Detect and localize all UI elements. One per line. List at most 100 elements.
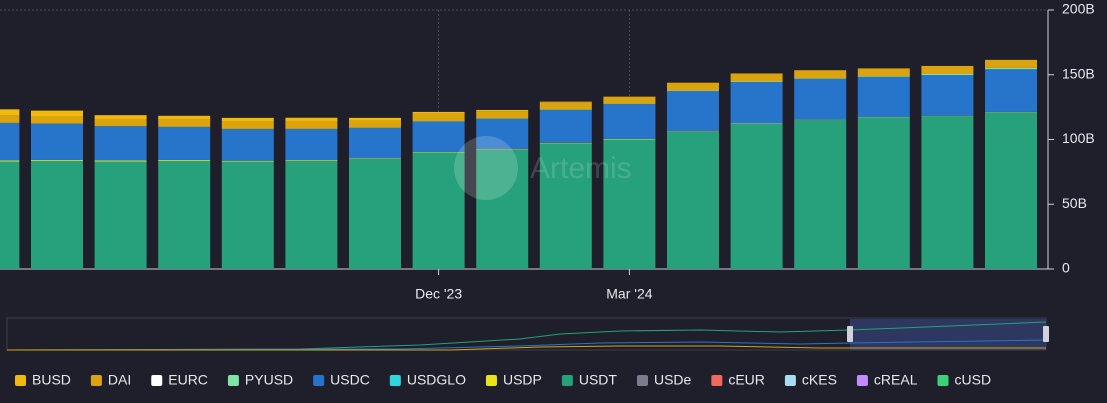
bar-segment <box>476 111 529 119</box>
legend-swatch <box>15 375 26 386</box>
bar-segment <box>985 69 1037 112</box>
bar-segment <box>158 119 211 127</box>
bar-segment <box>985 59 1037 68</box>
legend-swatch <box>90 375 102 386</box>
navigator-handle[interactable] <box>1043 326 1049 342</box>
bar-segment <box>603 138 656 140</box>
legend-label[interactable]: BUSD <box>32 372 71 388</box>
bar-segment <box>539 142 592 144</box>
bar-segment <box>285 129 338 161</box>
bar-segment <box>285 160 338 269</box>
bar-segment <box>667 131 719 269</box>
legend-swatch <box>711 375 723 386</box>
bar-segment <box>94 161 147 269</box>
navigator-line <box>6 339 1047 351</box>
legend-label[interactable]: USDC <box>330 372 370 388</box>
bar-segment <box>412 152 465 269</box>
legend-label[interactable]: USDT <box>579 372 618 388</box>
bar-segment <box>0 109 20 116</box>
bar-segment <box>603 104 656 139</box>
bar-segment <box>667 90 719 92</box>
bar-segment <box>221 121 274 129</box>
bar-segment <box>412 111 465 114</box>
legend-label[interactable]: cREAL <box>874 372 918 388</box>
bar-segment <box>857 76 910 77</box>
bar-segment <box>0 115 20 123</box>
bar-segment <box>31 159 83 161</box>
bar-segment <box>603 139 656 269</box>
bar-segment <box>412 113 465 121</box>
watermark-logo <box>454 136 518 200</box>
legend-swatch <box>636 375 648 386</box>
navigator-line <box>6 321 1047 351</box>
bar-segment <box>285 120 338 129</box>
bar-segment <box>730 82 783 124</box>
bar-segment <box>94 126 147 161</box>
bar-segment <box>31 123 83 160</box>
bar-segment <box>221 117 274 122</box>
legend-label[interactable]: USDP <box>503 372 542 388</box>
y-tick-label: 0 <box>1062 260 1070 276</box>
legend-label[interactable]: USDe <box>654 372 692 388</box>
bar-segment <box>539 143 592 269</box>
bar-segment <box>539 109 592 143</box>
bar-segment <box>0 122 20 161</box>
bar-segment <box>31 160 83 269</box>
bar-segment <box>476 149 529 269</box>
legend-label[interactable]: cEUR <box>728 372 765 388</box>
bar-segment <box>603 96 656 104</box>
x-tick-label: Dec '23 <box>415 286 462 302</box>
legend-swatch <box>151 375 163 386</box>
bar-segment <box>921 116 974 269</box>
bar-segment <box>921 73 974 76</box>
legend-label[interactable]: DAI <box>108 372 131 388</box>
bar-segment <box>921 75 974 116</box>
bar-segment <box>412 121 465 152</box>
watermark: Artemis <box>454 136 632 200</box>
bar-segment <box>158 126 211 160</box>
bar-segment <box>221 129 274 161</box>
plot-area <box>0 9 1048 275</box>
legend-swatch <box>784 375 796 386</box>
bar-segment <box>94 160 147 162</box>
legend-swatch <box>389 375 401 386</box>
bar-segment <box>0 161 20 269</box>
bar-segment <box>31 110 83 117</box>
bar-segment <box>730 81 783 83</box>
bar-segment <box>349 127 401 159</box>
bar-segment <box>667 82 719 91</box>
bar-segment <box>0 160 20 162</box>
bar-segment <box>349 158 401 159</box>
legend-label[interactable]: cKES <box>802 372 837 388</box>
bar-segment <box>476 109 529 112</box>
watermark-text: Artemis <box>530 152 632 185</box>
bar-segment <box>285 160 338 161</box>
legend-label[interactable]: PYUSD <box>245 372 293 388</box>
y-tick-label: 100B <box>1062 130 1095 146</box>
bar-segment <box>667 91 719 132</box>
legend-swatch <box>227 375 239 386</box>
legend-swatch <box>561 375 573 386</box>
x-tick-label: Mar '24 <box>606 286 652 302</box>
navigator-handle[interactable] <box>847 326 853 342</box>
bar-segment <box>476 149 529 150</box>
bar-segment <box>221 160 274 162</box>
bar-segment <box>158 159 211 161</box>
bar-segment <box>221 161 274 269</box>
bar-segment <box>985 67 1037 70</box>
bar-segment <box>158 115 211 120</box>
bar-segment <box>794 70 847 79</box>
bar-segment <box>349 120 401 128</box>
legend-label[interactable]: cUSD <box>955 372 992 388</box>
legend-label[interactable]: USDGLO <box>407 372 466 388</box>
navigator-window[interactable] <box>850 319 1046 350</box>
bar-segment <box>94 119 147 127</box>
bar-segment <box>857 68 910 77</box>
bar-segment <box>857 76 910 118</box>
legend-label[interactable]: EURC <box>168 372 208 388</box>
bar-segment <box>667 131 719 132</box>
bar-segment <box>730 123 783 124</box>
bar-segment <box>476 118 529 150</box>
bar-segment <box>94 115 147 120</box>
